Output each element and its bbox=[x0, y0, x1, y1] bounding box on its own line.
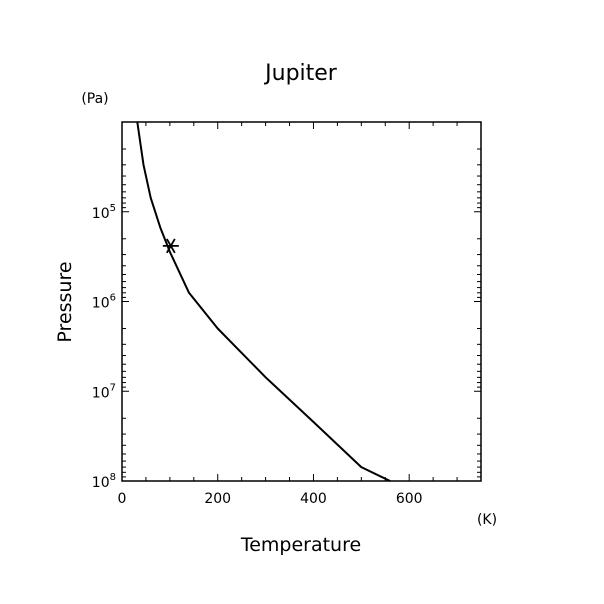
series-layer bbox=[136, 121, 391, 482]
series-line bbox=[136, 121, 391, 482]
y-tick-label: 106 bbox=[92, 293, 116, 312]
y-axis-unit: (Pa) bbox=[81, 91, 108, 107]
y-axis-label: Pressure bbox=[54, 261, 76, 342]
x-axis-label: Temperature bbox=[240, 534, 361, 556]
x-tick-label: 200 bbox=[204, 491, 231, 507]
marker-stroke bbox=[166, 238, 176, 254]
axis-ticks bbox=[121, 121, 482, 481]
y-tick-label: 108 bbox=[92, 472, 116, 491]
x-tick-label: 0 bbox=[118, 491, 127, 507]
tick-labels: 0 200 400 600 105 106 107 108 bbox=[92, 203, 423, 507]
x-tick-label: 600 bbox=[396, 491, 423, 507]
plot-frame bbox=[121, 121, 482, 482]
x-tick-label: 400 bbox=[300, 491, 327, 507]
x-axis-unit: (K) bbox=[477, 512, 497, 528]
y-tick-label: 105 bbox=[92, 203, 116, 222]
y-tick-label: 107 bbox=[92, 382, 116, 401]
chart-title: Jupiter bbox=[263, 61, 338, 86]
marker-asterisk bbox=[162, 238, 179, 254]
